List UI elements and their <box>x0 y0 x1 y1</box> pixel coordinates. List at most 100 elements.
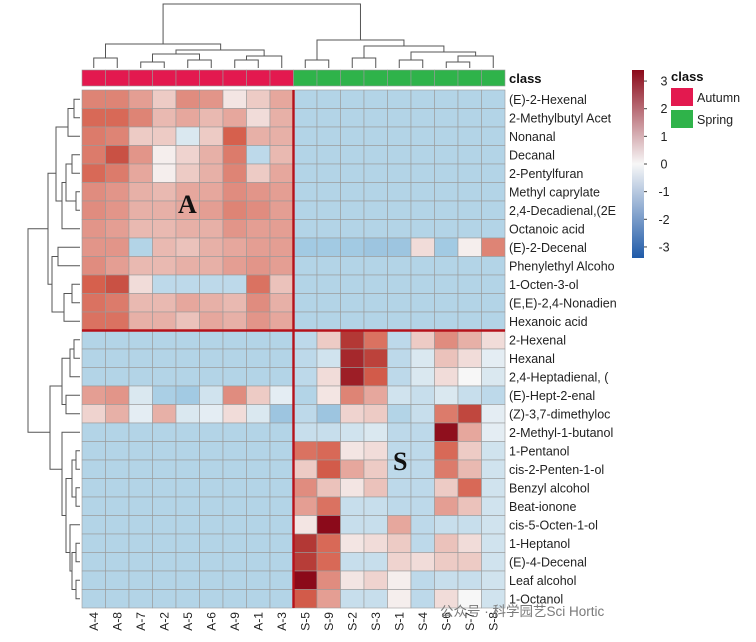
cell-nonanal-s-1 <box>387 126 412 146</box>
class-cell-a-6 <box>199 69 224 87</box>
class-cell-a-4 <box>81 69 106 87</box>
cell-2-methyl-1-butanol-a-7 <box>128 422 153 442</box>
cell-nonanal-s-4 <box>410 126 435 146</box>
cell-2-hexenal-s-5 <box>293 330 318 350</box>
legend-label-spring: Spring <box>697 113 733 127</box>
cell-2-4-decadienal-2e-s-9 <box>316 200 341 220</box>
class-cell-s-7 <box>457 69 482 87</box>
cell-2-methyl-1-butanol-a-2 <box>152 422 177 442</box>
cell-nonanal-s-8 <box>481 126 506 146</box>
cell-beat-ionone-a-1 <box>246 496 271 516</box>
cell-cis-2-penten-1-ol-a-2 <box>152 459 177 479</box>
cell-nonanal-s-9 <box>316 126 341 146</box>
cell--e-4-decenal-s-7 <box>457 552 482 572</box>
cell-phenylethyl-alcoho-s-3 <box>363 256 388 276</box>
column-branch <box>187 59 212 68</box>
cell-beat-ionone-s-5 <box>293 496 318 516</box>
column-label: S-3 <box>369 612 383 631</box>
cell--e-2-decenal-s-1 <box>387 237 412 257</box>
cell-methyl-caprylate-a-4 <box>81 182 106 202</box>
cell-2-hexenal-s-1 <box>387 330 412 350</box>
cell-2-4-decadienal-2e-s-8 <box>481 200 506 220</box>
cell-1-octen-3-ol-s-4 <box>410 274 435 294</box>
cell-phenylethyl-alcoho-a-6 <box>199 256 224 276</box>
column-branch <box>140 61 165 68</box>
cell--z-3-7-dimethyloc-a-9 <box>222 404 247 424</box>
cell-methyl-caprylate-s-8 <box>481 182 506 202</box>
cell--e-hept-2-enal-a-4 <box>81 385 106 405</box>
cell--e-2-decenal-s-6 <box>434 237 459 257</box>
cell-2-4-decadienal-2e-a-6 <box>199 200 224 220</box>
cell--e-2-hexenal-a-8 <box>105 89 130 109</box>
cell-hexanoic-acid-s-8 <box>481 311 506 331</box>
cell-2-methyl-1-butanol-s-5 <box>293 422 318 442</box>
cluster-label-s: S <box>393 447 407 476</box>
cell-hexanoic-acid-s-2 <box>340 311 365 331</box>
column-branch <box>93 57 118 68</box>
cell-benzyl-alcohol-a-7 <box>128 478 153 498</box>
column-branch <box>316 39 405 60</box>
column-label: A-1 <box>251 612 265 631</box>
cell-hexanal-a-1 <box>246 348 271 368</box>
cell-2-4-heptadienal--s-5 <box>293 367 318 387</box>
cell-2-4-heptadienal--a-8 <box>105 367 130 387</box>
cell-2-4-heptadienal--a-4 <box>81 367 106 387</box>
cell-1-pentanol-a-5 <box>175 441 200 461</box>
column-branch <box>304 59 330 68</box>
cell-2-hexenal-a-8 <box>105 330 130 350</box>
row-label: (Z)-3,7-dimethyloc <box>509 407 610 421</box>
row-branch-root <box>27 228 50 433</box>
cell-hexanoic-acid-a-4 <box>81 311 106 331</box>
cell-2-methylbutyl-acet-a-1 <box>246 108 271 128</box>
cell-cis-2-penten-1-ol-a-4 <box>81 459 106 479</box>
cell-cis-5-octen-1-ol-s-3 <box>363 515 388 535</box>
cell--e-hept-2-enal-s-1 <box>387 385 412 405</box>
cell-octanoic-acid-s-2 <box>340 219 365 239</box>
cell-methyl-caprylate-a-7 <box>128 182 153 202</box>
cell--e-2-decenal-a-7 <box>128 237 153 257</box>
cell-octanoic-acid-s-7 <box>457 219 482 239</box>
cell-1-octanol-a-7 <box>128 589 153 609</box>
cell-hexanal-s-3 <box>363 348 388 368</box>
cell-hexanal-a-2 <box>152 348 177 368</box>
cell--z-3-7-dimethyloc-a-7 <box>128 404 153 424</box>
cell-beat-ionone-a-2 <box>152 496 177 516</box>
cell--z-3-7-dimethyloc-s-3 <box>363 404 388 424</box>
cell-phenylethyl-alcoho-s-1 <box>387 256 412 276</box>
cell-benzyl-alcohol-a-5 <box>175 478 200 498</box>
cell-methyl-caprylate-s-2 <box>340 182 365 202</box>
cell-cis-5-octen-1-ol-a-1 <box>246 515 271 535</box>
cell-1-octanol-a-2 <box>152 589 177 609</box>
colorbar-tick-label: -1 <box>658 185 669 199</box>
cell-cis-2-penten-1-ol-a-9 <box>222 459 247 479</box>
cell-hexanoic-acid-s-1 <box>387 311 412 331</box>
cell-1-octen-3-ol-s-6 <box>434 274 459 294</box>
cell-1-octen-3-ol-a-2 <box>152 274 177 294</box>
cell-beat-ionone-s-9 <box>316 496 341 516</box>
class-annotation-title: class <box>509 71 542 86</box>
cell--e-e-2-4-nonadien-s-2 <box>340 293 365 313</box>
column-label: A-2 <box>157 612 171 631</box>
cell--e-hept-2-enal-s-2 <box>340 385 365 405</box>
cell-nonanal-a-1 <box>246 126 271 146</box>
cell-benzyl-alcohol-s-2 <box>340 478 365 498</box>
cell-methyl-caprylate-s-4 <box>410 182 435 202</box>
class-cell-a-1 <box>246 69 271 87</box>
cell--e-2-hexenal-s-3 <box>363 89 388 109</box>
cell-nonanal-s-3 <box>363 126 388 146</box>
cell-beat-ionone-a-7 <box>128 496 153 516</box>
cell-beat-ionone-s-7 <box>457 496 482 516</box>
cell-1-heptanol-s-8 <box>481 533 506 553</box>
cell-1-pentanol-a-9 <box>222 441 247 461</box>
cell-methyl-caprylate-s-9 <box>316 182 341 202</box>
cell--e-e-2-4-nonadien-s-4 <box>410 293 435 313</box>
cell--e-e-2-4-nonadien-a-1 <box>246 293 271 313</box>
cell-2-pentylfuran-a-6 <box>199 163 224 183</box>
cell-benzyl-alcohol-a-1 <box>246 478 271 498</box>
cell--e-e-2-4-nonadien-s-9 <box>316 293 341 313</box>
cell--z-3-7-dimethyloc-a-3 <box>269 404 294 424</box>
cell-phenylethyl-alcoho-a-3 <box>269 256 294 276</box>
cell-phenylethyl-alcoho-s-8 <box>481 256 506 276</box>
cell-1-pentanol-s-9 <box>316 441 341 461</box>
cell-nonanal-a-7 <box>128 126 153 146</box>
